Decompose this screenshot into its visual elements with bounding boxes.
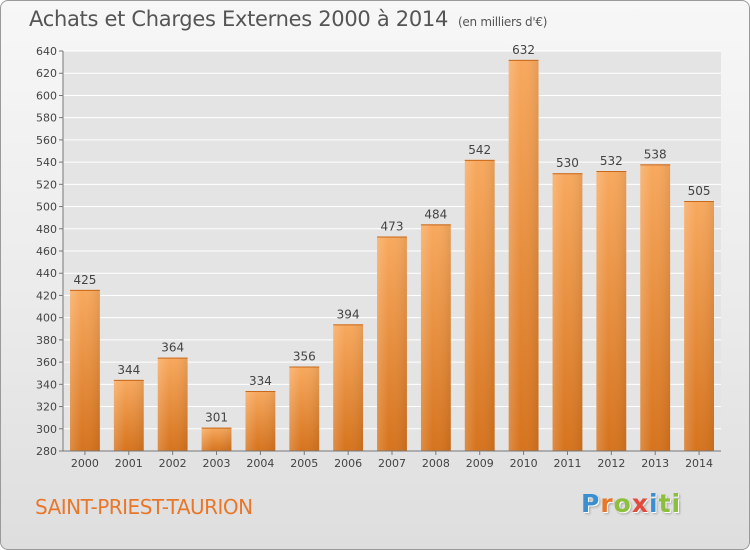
- bar-shade: [684, 201, 714, 451]
- brand-logo: Proxiti: [581, 489, 681, 518]
- town-name: SAINT-PRIEST-TAURION: [35, 495, 253, 519]
- bar-shade: [420, 224, 451, 451]
- data-label: 632: [512, 43, 535, 57]
- bar-shade: [70, 289, 100, 451]
- data-label: 542: [468, 143, 491, 157]
- y-tick-label: 560: [36, 134, 57, 147]
- data-label: 473: [381, 220, 404, 234]
- y-tick-label: 380: [36, 334, 57, 347]
- data-label: 425: [73, 273, 96, 287]
- bar-shade: [245, 391, 276, 451]
- brand-letter: o: [613, 489, 632, 518]
- x-tick-label: 2010: [510, 457, 538, 470]
- data-label: 530: [556, 156, 579, 170]
- y-tick-label: 440: [36, 267, 57, 280]
- y-tick-label: 640: [36, 45, 57, 58]
- y-tick-label: 520: [36, 178, 57, 191]
- data-label: 364: [161, 341, 184, 355]
- chart-title-text: Achats et Charges Externes 2000 à 2014: [29, 7, 449, 31]
- brand-letter: P: [581, 489, 601, 518]
- data-label: 334: [249, 374, 272, 388]
- brand-letter: ti: [658, 489, 682, 518]
- bar-shade: [377, 236, 407, 451]
- x-tick-label: 2012: [597, 457, 625, 470]
- data-label: 301: [205, 411, 228, 425]
- x-tick-label: 2014: [685, 457, 713, 470]
- chart-unit: (en milliers d'€): [458, 15, 548, 29]
- y-tick-label: 320: [36, 401, 57, 414]
- bar-shade: [508, 59, 539, 452]
- brand-letter: i: [649, 489, 659, 518]
- x-tick-label: 2007: [378, 457, 406, 470]
- data-label: 505: [688, 184, 711, 198]
- chart-title: Achats et Charges Externes 2000 à 2014 (e…: [29, 7, 547, 31]
- data-label: 532: [600, 154, 623, 168]
- x-tick-label: 2000: [71, 457, 99, 470]
- x-tick-label: 2009: [466, 457, 494, 470]
- x-tick-label: 2002: [159, 457, 187, 470]
- y-tick-label: 340: [36, 378, 57, 391]
- x-tick-label: 2004: [246, 457, 274, 470]
- data-label: 344: [117, 363, 140, 377]
- data-label: 484: [424, 207, 447, 221]
- brand-letter: x: [631, 489, 649, 518]
- y-axis: 280 300 320 340 360 380 400 420 440 460 480 500 520 5…: [36, 45, 64, 458]
- y-tick-label: 400: [36, 312, 57, 325]
- bar-shade: [157, 357, 188, 451]
- x-axis: 2000 2001 2002 2003 2004 2005 2006 2007 2008 2009…: [63, 450, 721, 470]
- x-tick-label: 2011: [553, 457, 581, 470]
- x-tick-label: 2003: [203, 457, 231, 470]
- y-tick-label: 500: [36, 201, 57, 214]
- data-label: 538: [644, 147, 667, 161]
- y-tick-label: 280: [36, 445, 57, 458]
- y-tick-label: 480: [36, 223, 57, 236]
- y-tick-label: 420: [36, 289, 57, 302]
- y-tick-label: 620: [36, 67, 57, 80]
- x-tick-label: 2008: [422, 457, 450, 470]
- bar-shade: [113, 379, 144, 451]
- bar-shade: [464, 159, 495, 451]
- bar-shade: [201, 427, 232, 451]
- x-tick-label: 2001: [115, 457, 143, 470]
- bar-shade: [596, 171, 627, 451]
- x-tick-label: 2013: [641, 457, 669, 470]
- y-tick-label: 360: [36, 356, 57, 369]
- bar-shade: [289, 366, 320, 451]
- bars: 425 344 364 301 334 356 394 473 484 542 632 530 532 5…: [70, 43, 714, 452]
- x-tick-label: 2006: [334, 457, 362, 470]
- bar-shade: [552, 173, 583, 451]
- data-label: 356: [293, 350, 316, 364]
- x-tick-label: 2005: [290, 457, 318, 470]
- y-tick-label: 580: [36, 112, 57, 125]
- data-label: 394: [337, 307, 360, 321]
- y-tick-label: 600: [36, 89, 57, 102]
- brand-letter: r: [600, 489, 614, 518]
- bar-shade: [333, 324, 364, 451]
- bar-shade: [640, 164, 671, 452]
- y-tick-label: 540: [36, 156, 57, 169]
- y-tick-label: 460: [36, 245, 57, 258]
- y-tick-label: 300: [36, 423, 57, 436]
